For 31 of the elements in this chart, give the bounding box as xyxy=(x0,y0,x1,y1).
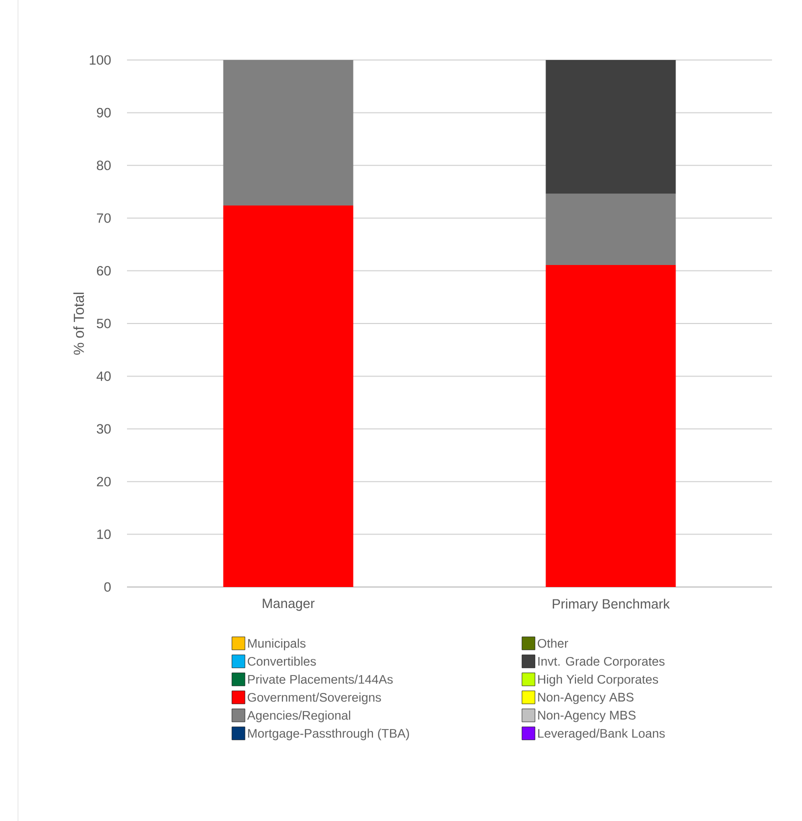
legend-label: Other xyxy=(538,638,568,648)
legend-label: Non-Agency MBS xyxy=(538,710,636,722)
bar xyxy=(546,265,676,587)
legend-label: Convertibles xyxy=(248,656,316,666)
legend-label: Leveraged/Bank Loans xyxy=(538,728,665,740)
y-axis-title: % of Total xyxy=(73,292,84,355)
y-tick-label: 50 xyxy=(96,318,111,328)
legend-label: Non-Agency ABS xyxy=(538,692,634,704)
y-tick-label: 40 xyxy=(96,371,111,381)
bar xyxy=(223,60,354,206)
y-tick-label: 100 xyxy=(90,55,111,65)
bar xyxy=(223,205,354,587)
y-tick-label: 10 xyxy=(97,530,111,540)
bar xyxy=(546,60,676,194)
legend-label: Municipals xyxy=(248,638,306,650)
legend-label: Private Placements/144As xyxy=(248,674,393,684)
legend-label: Government/Sovereigns xyxy=(248,692,381,704)
legend-label: High Yield Corporates xyxy=(538,674,658,686)
y-tick-label: 0 xyxy=(104,582,111,592)
y-tick-label: 80 xyxy=(96,160,111,170)
y-tick-label: 70 xyxy=(96,213,111,223)
bar xyxy=(546,194,676,265)
y-tick-label: 60 xyxy=(96,266,111,276)
legend-label: Mortgage-Passthrough (TBA) xyxy=(248,728,409,740)
y-tick-label: 90 xyxy=(96,108,111,118)
legend-label: Invt. Grade Corporates xyxy=(538,656,665,668)
x-tick-label: Primary Benchmark xyxy=(552,598,670,612)
y-tick-label: 30 xyxy=(96,424,111,434)
x-tick-label: Manager xyxy=(262,598,315,611)
legend-label: Agencies/Regional xyxy=(247,710,350,722)
y-tick-label: 20 xyxy=(96,476,111,486)
